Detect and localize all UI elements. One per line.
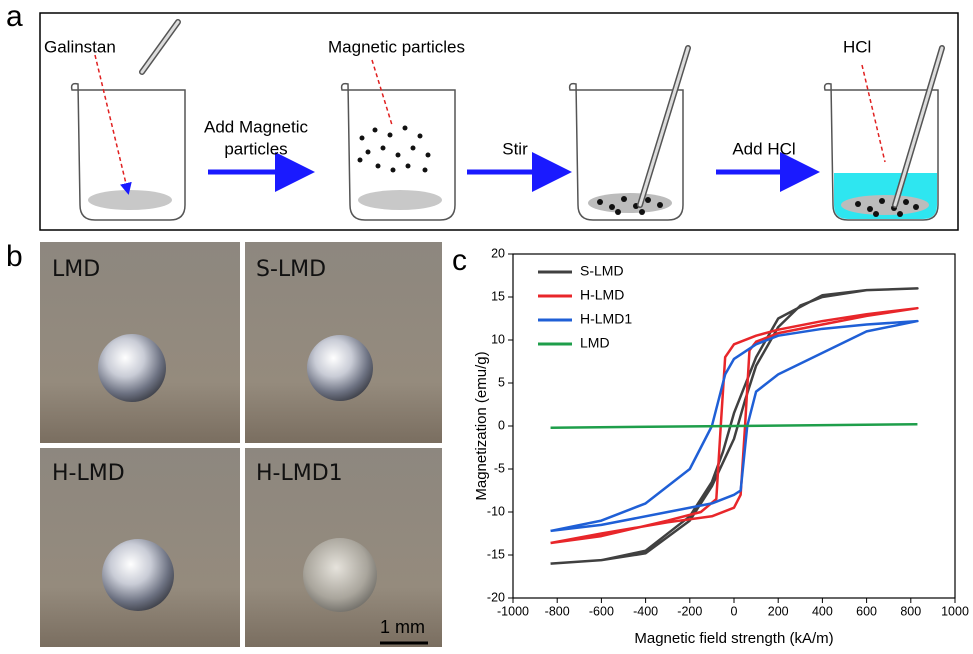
x-tick-label: 600 bbox=[856, 604, 877, 618]
y-tick-label: 20 bbox=[491, 246, 505, 260]
label: HCl bbox=[843, 37, 871, 56]
x-tick-label: -800 bbox=[545, 604, 570, 618]
x-tick-label: -600 bbox=[589, 604, 614, 618]
x-tick-label: -200 bbox=[677, 604, 702, 618]
photos bbox=[40, 242, 442, 647]
panel-label: b bbox=[6, 240, 23, 273]
step-label: Add Magnetic bbox=[204, 117, 308, 136]
x-tick-label: -1000 bbox=[497, 604, 529, 618]
image-label: H-LMD bbox=[52, 461, 125, 486]
scale-bar-label: 1 mm bbox=[380, 617, 425, 637]
panel-label: a bbox=[6, 0, 23, 33]
y-tick-label: -15 bbox=[487, 547, 505, 561]
legend-label: S-LMD bbox=[580, 263, 624, 279]
x-tick-label: 1000 bbox=[941, 604, 969, 618]
panel-label: c bbox=[452, 244, 467, 277]
x-axis-label: Magnetic field strength (kA/m) bbox=[634, 630, 833, 647]
x-tick-label: 0 bbox=[731, 604, 738, 618]
x-tick-label: 200 bbox=[768, 604, 789, 618]
x-tick-label: 400 bbox=[812, 604, 833, 618]
y-tick-label: 0 bbox=[498, 418, 505, 432]
y-tick-label: 15 bbox=[491, 289, 505, 303]
image-label: LMD bbox=[52, 257, 100, 282]
x-tick-label: -400 bbox=[633, 604, 658, 618]
figure: a Galinstan Magnetic particles HCl Add M… bbox=[0, 0, 973, 649]
label: Magnetic particles bbox=[328, 37, 465, 56]
legend-label: H-LMD bbox=[580, 287, 624, 303]
image-label: S-LMD bbox=[256, 257, 326, 282]
y-tick-label: -20 bbox=[487, 590, 505, 604]
legend-label: LMD bbox=[580, 335, 610, 351]
legend-label: H-LMD1 bbox=[580, 311, 632, 327]
beakers bbox=[72, 22, 942, 220]
step-label: Stir bbox=[502, 139, 528, 158]
y-tick-label: -5 bbox=[494, 461, 505, 475]
y-tick-label: 5 bbox=[498, 375, 505, 389]
x-tick-label: 800 bbox=[900, 604, 921, 618]
label: Galinstan bbox=[44, 37, 116, 56]
series-line bbox=[551, 424, 918, 427]
y-tick-label: 10 bbox=[491, 332, 505, 346]
y-axis-label: Magnetization (emu/g) bbox=[473, 351, 490, 500]
y-tick-label: -10 bbox=[487, 504, 505, 518]
step-label: particles bbox=[224, 139, 287, 158]
step-label: Add HCl bbox=[732, 139, 795, 158]
image-label: H-LMD1 bbox=[256, 461, 343, 486]
